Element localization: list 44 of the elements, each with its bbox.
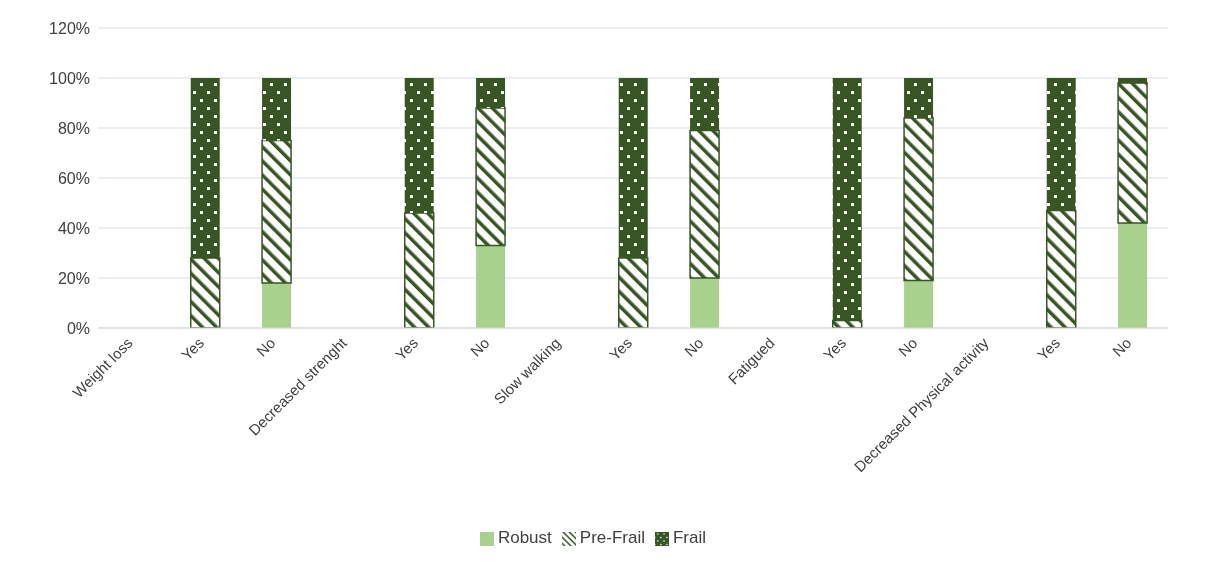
bar <box>1118 223 1148 328</box>
bar <box>1117 82 1148 224</box>
bar <box>1046 78 1076 211</box>
legend-label: Frail <box>672 528 707 547</box>
x-tick-label: No <box>252 334 279 360</box>
bar <box>904 78 934 118</box>
x-tick-label: No <box>1108 334 1135 360</box>
bar <box>832 78 862 321</box>
bar <box>262 283 292 328</box>
x-tick-label: No <box>466 334 493 360</box>
bar <box>1045 209 1077 328</box>
y-tick-label: 60% <box>57 169 90 187</box>
legend-label: Pre-Frail <box>579 528 645 547</box>
y-tick-label: 20% <box>57 269 90 287</box>
legend-label: Robust <box>497 528 552 547</box>
bar <box>476 245 506 328</box>
bar <box>904 280 934 328</box>
bar <box>689 129 720 279</box>
bar <box>476 78 506 108</box>
y-tick-label: 0% <box>66 319 90 337</box>
bar <box>475 107 506 247</box>
y-tick-label: 40% <box>57 219 90 237</box>
bar <box>404 78 434 213</box>
x-tick-label: No <box>894 334 921 360</box>
bar <box>690 78 720 131</box>
bar <box>189 257 221 328</box>
x-tick-label: No <box>680 334 707 360</box>
x-tick-label: Yes <box>819 334 850 364</box>
bar <box>403 212 435 328</box>
x-tick-label: Yes <box>605 334 636 364</box>
bar <box>261 139 292 284</box>
bar <box>690 278 720 328</box>
x-tick-label: Yes <box>391 334 422 364</box>
x-tick-label: Yes <box>1033 334 1064 364</box>
bar <box>903 117 934 282</box>
y-tick-label: 80% <box>57 119 90 137</box>
bar <box>618 78 648 258</box>
bar <box>617 257 649 328</box>
y-tick-label: 120% <box>49 19 90 37</box>
y-tick-label: 100% <box>49 69 90 87</box>
x-tick-label: Yes <box>177 334 208 364</box>
bar <box>190 78 220 258</box>
bar <box>262 78 292 141</box>
bar <box>1118 78 1148 83</box>
